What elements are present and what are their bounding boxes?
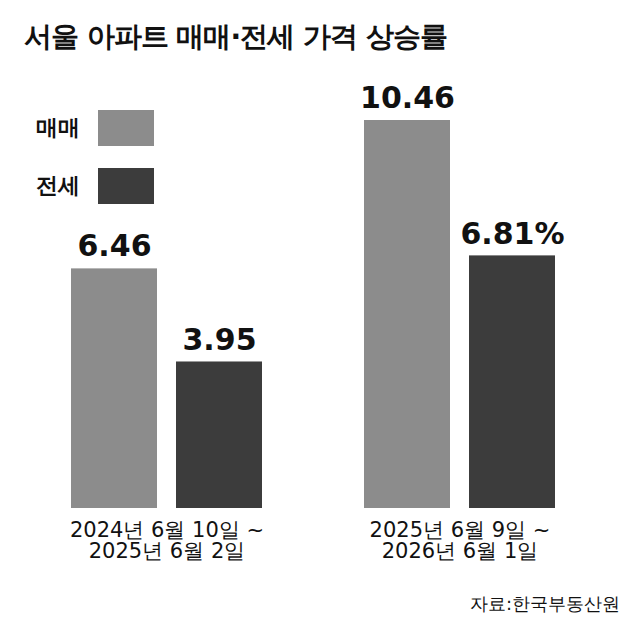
svg-text:2025년 6월 9일 ~2026년 6월 1일: 2025년 6월 9일 ~2026년 6월 1일 <box>370 518 551 563</box>
svg-text:2024년 6월 10일 ~2025년 6월 2일: 2024년 6월 10일 ~2025년 6월 2일 <box>70 518 264 563</box>
html-text:서울 아파트 매매·전세 가격 상승률: 서울 아파트 매매·전세 가격 상승률 <box>24 20 447 53</box>
svg-text:10.46: 10.46 <box>360 80 455 115</box>
html-text:자료:한국부동산원: 자료:한국부동산원 <box>469 593 620 614</box>
svg-text:6.81%: 6.81% <box>460 215 564 250</box>
html-text:전세: 전세 <box>36 173 80 198</box>
svg-text:6.46: 6.46 <box>77 228 151 263</box>
svg-text:3.95: 3.95 <box>182 322 256 357</box>
html-text:매매: 매매 <box>36 115 80 140</box>
